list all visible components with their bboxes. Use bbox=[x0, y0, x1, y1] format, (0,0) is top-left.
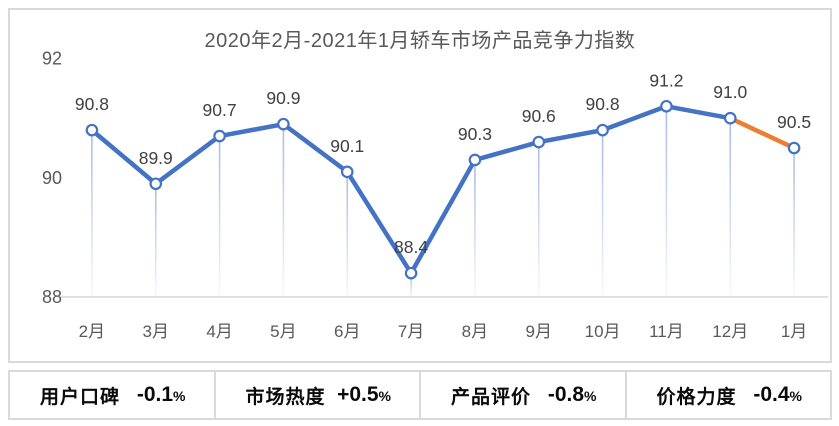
percent-sign: % bbox=[378, 388, 391, 404]
stat-value: +0.5% bbox=[337, 383, 391, 406]
x-axis-month-label: 12月 bbox=[712, 322, 748, 341]
x-axis-month-label: 1月 bbox=[781, 322, 807, 341]
last-segment-line bbox=[728, 115, 797, 151]
percent-sign: % bbox=[789, 388, 802, 404]
data-point-marker bbox=[404, 266, 418, 280]
data-point-label: 90.1 bbox=[330, 136, 364, 156]
stat-label: 市场热度 bbox=[245, 386, 326, 408]
data-point-marker bbox=[787, 141, 801, 155]
competitiveness-line-chart: 88 90 92 90.8 89.9 90.7 90.9 90.1 88.4 90.3 90.6 90… bbox=[42, 49, 828, 341]
data-point-marker bbox=[149, 177, 163, 191]
data-point-label: 90.8 bbox=[75, 94, 109, 114]
percent-sign: % bbox=[173, 388, 186, 404]
stats-bar: 用户口碑 -0.1% 市场热度 +0.5% 产品评价 -0.8% 价格力度 -0… bbox=[8, 370, 832, 420]
stat-cell-product-evaluation: 产品评价 -0.8% bbox=[419, 372, 625, 418]
line-chart-panel: 88 90 92 90.8 89.9 90.7 90.9 90.1 88.4 90.3 90.6 90… bbox=[8, 8, 832, 363]
stat-value: -0.8% bbox=[547, 383, 597, 406]
x-axis-month-label: 11月 bbox=[649, 322, 684, 341]
data-point-label: 91.0 bbox=[713, 82, 747, 102]
data-point-label: 90.5 bbox=[777, 112, 811, 132]
data-point-marker bbox=[277, 117, 290, 131]
data-point-marker bbox=[85, 123, 99, 137]
data-point-marker bbox=[723, 111, 737, 125]
data-point-marker bbox=[660, 99, 673, 113]
data-point-marker bbox=[596, 123, 609, 137]
stat-value: -0.4% bbox=[753, 383, 802, 406]
y-axis-tick-label: 88 bbox=[42, 287, 62, 307]
stat-value: -0.1% bbox=[136, 383, 186, 406]
data-point-label: 90.9 bbox=[266, 88, 300, 108]
stat-cell-user-reputation: 用户口碑 -0.1% bbox=[10, 372, 214, 418]
data-point-label: 88.4 bbox=[394, 237, 428, 257]
data-point-marker bbox=[213, 129, 226, 143]
data-point-marker bbox=[468, 153, 482, 167]
stat-label: 价格力度 bbox=[656, 386, 737, 408]
data-point-label: 90.3 bbox=[458, 124, 492, 144]
chart-title: 2020年2月-2021年1月轿车市场产品竞争力指数 bbox=[204, 30, 636, 52]
stat-label: 产品评价 bbox=[451, 386, 532, 408]
data-point-marker bbox=[340, 165, 354, 179]
stat-cell-price-strength: 价格力度 -0.4% bbox=[624, 372, 831, 418]
x-axis-month-label: 9月 bbox=[526, 322, 552, 341]
data-point-label: 89.9 bbox=[139, 148, 173, 168]
stat-cell-market-heat: 市场热度 +0.5% bbox=[213, 372, 420, 418]
x-axis-month-label: 5月 bbox=[270, 322, 296, 341]
x-axis-month-label: 2月 bbox=[79, 322, 105, 341]
data-point-marker bbox=[532, 135, 546, 149]
data-point-label: 90.6 bbox=[522, 106, 556, 126]
y-axis-tick-label: 90 bbox=[42, 168, 62, 188]
percent-sign: % bbox=[584, 388, 597, 404]
data-point-label: 90.8 bbox=[586, 94, 620, 114]
x-axis-month-label: 10月 bbox=[585, 322, 621, 341]
x-axis-month-label: 7月 bbox=[398, 322, 424, 341]
data-point-label: 91.2 bbox=[649, 70, 683, 90]
stat-label: 用户口碑 bbox=[40, 386, 121, 408]
x-axis-month-label: 3月 bbox=[143, 322, 169, 341]
x-axis-month-label: 8月 bbox=[462, 322, 488, 341]
y-axis-tick-label: 92 bbox=[42, 49, 62, 69]
x-axis-month-label: 6月 bbox=[334, 322, 360, 341]
x-axis-month-label: 4月 bbox=[206, 322, 232, 341]
data-point-label: 90.7 bbox=[203, 100, 237, 120]
